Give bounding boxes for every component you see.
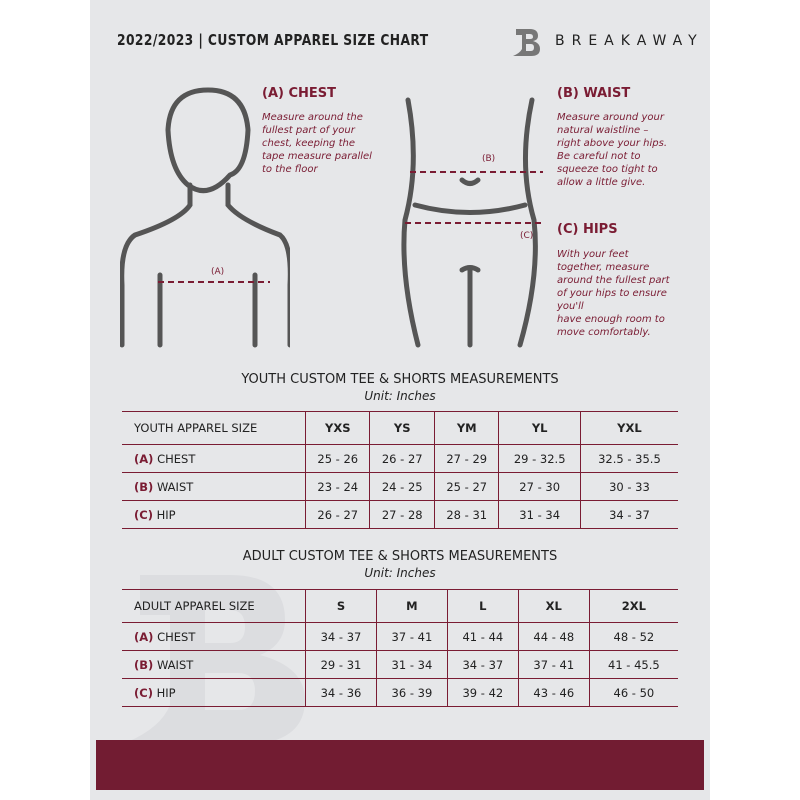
- table-cell: 27 - 29: [433, 444, 500, 473]
- waist-marker: (B): [482, 154, 496, 164]
- hips-instructions: With your feet together, measure around …: [557, 249, 670, 338]
- table-row: (A) CHEST 25 - 26 26 - 27 27 - 29 29 - 3…: [122, 444, 678, 473]
- table-cell: 24 - 25: [369, 472, 435, 501]
- youth-size-table: YOUTH APPAREL SIZE YXS YS YM YL YXL (A) …: [122, 411, 678, 529]
- header-cell: YXL: [579, 411, 678, 445]
- size-chart-page: 2022/2023 | CUSTOM APPAREL SIZE CHART BR…: [90, 0, 710, 800]
- chest-marker: (A): [211, 267, 225, 277]
- table-header-row: YOUTH APPAREL SIZE YXS YS YM YL YXL: [122, 411, 678, 445]
- table-cell: 41 - 45.5: [588, 650, 678, 679]
- hips-heading: (C) HIPS: [557, 222, 618, 237]
- header-cell: YXS: [304, 411, 371, 445]
- table-cell: 48 - 52: [588, 622, 678, 651]
- row-name: WAIST: [156, 479, 194, 494]
- table-cell: 39 - 42: [446, 678, 519, 707]
- table-cell: 31 - 34: [498, 500, 581, 529]
- table-row: (A) CHEST 34 - 37 37 - 41 41 - 44 44 - 4…: [122, 622, 678, 651]
- table-cell: 26 - 27: [304, 500, 371, 529]
- waist-instructions: Measure around your natural waistline – …: [557, 112, 668, 188]
- hips-marker: (C): [520, 231, 534, 241]
- table-cell: 34 - 37: [446, 650, 519, 679]
- table-cell: 44 - 48: [517, 622, 590, 651]
- row-code: (A): [134, 629, 154, 644]
- adult-table-title: ADULT CUSTOM TEE & SHORTS MEASUREMENTS: [242, 549, 558, 564]
- table-cell: 30 - 33: [579, 472, 678, 501]
- table-row: (C) HIP 26 - 27 27 - 28 28 - 31 31 - 34 …: [122, 500, 678, 529]
- table-cell: 34 - 37: [579, 500, 678, 529]
- header-cell: YS: [369, 411, 435, 445]
- waist-hips-figure: [401, 97, 543, 348]
- row-name: CHEST: [157, 451, 196, 466]
- chest-heading: (A) CHEST: [262, 86, 337, 101]
- footer-band: [96, 740, 704, 790]
- table-cell: 43 - 46: [517, 678, 590, 707]
- table-cell: 25 - 27: [433, 472, 500, 501]
- header-cell: YL: [498, 411, 581, 445]
- row-name: CHEST: [157, 629, 196, 644]
- row-name: WAIST: [156, 657, 194, 672]
- header-cell: YM: [433, 411, 500, 445]
- waist-heading: (B) WAIST: [557, 86, 631, 101]
- row-code: (A): [134, 451, 154, 466]
- brand-name: BREAKAWAY: [555, 33, 704, 49]
- row-label: (C) HIP: [122, 500, 306, 529]
- row-label: (B) WAIST: [122, 650, 306, 679]
- row-name: HIP: [156, 685, 176, 700]
- row-label: (A) CHEST: [122, 444, 306, 473]
- table-cell: 37 - 41: [375, 622, 448, 651]
- table-cell: 25 - 26: [304, 444, 371, 473]
- row-code: (B): [134, 657, 154, 672]
- table-cell: 37 - 41: [517, 650, 590, 679]
- table-cell: 28 - 31: [433, 500, 500, 529]
- adult-size-table: ADULT APPAREL SIZE S M L XL 2XL (A) CHES…: [122, 589, 678, 707]
- row-label: (C) HIP: [122, 678, 306, 707]
- row-code: (B): [134, 479, 154, 494]
- row-code: (C): [134, 507, 153, 522]
- youth-table-unit: Unit: Inches: [364, 389, 436, 403]
- table-cell: 31 - 34: [375, 650, 448, 679]
- table-cell: 41 - 44: [446, 622, 519, 651]
- table-cell: 27 - 30: [498, 472, 581, 501]
- header-cell: M: [375, 589, 448, 623]
- table-cell: 26 - 27: [369, 444, 435, 473]
- table-cell: 36 - 39: [375, 678, 448, 707]
- header-cell: S: [305, 589, 377, 623]
- header-cell: 2XL: [588, 589, 678, 623]
- chest-figure: [120, 87, 290, 348]
- table-header-row: ADULT APPAREL SIZE S M L XL 2XL: [122, 589, 678, 623]
- table-cell: 29 - 32.5: [498, 444, 581, 473]
- table-cell: 29 - 31: [305, 650, 377, 679]
- youth-table-title: YOUTH CUSTOM TEE & SHORTS MEASUREMENTS: [241, 372, 559, 387]
- header-cell: ADULT APPAREL SIZE: [122, 589, 306, 623]
- table-cell: 34 - 37: [305, 622, 377, 651]
- table-row: (C) HIP 34 - 36 36 - 39 39 - 42 43 - 46 …: [122, 678, 678, 707]
- row-name: HIP: [156, 507, 176, 522]
- table-cell: 27 - 28: [369, 500, 435, 529]
- chest-instructions: Measure around the fullest part of your …: [262, 112, 372, 175]
- row-label: (A) CHEST: [122, 622, 306, 651]
- header-cell: XL: [517, 589, 590, 623]
- table-cell: 46 - 50: [588, 678, 678, 707]
- table-row: (B) WAIST 29 - 31 31 - 34 34 - 37 37 - 4…: [122, 650, 678, 679]
- breakaway-logo-icon: [513, 29, 540, 56]
- table-cell: 34 - 36: [305, 678, 377, 707]
- page-title: 2022/2023 | CUSTOM APPAREL SIZE CHART: [117, 31, 429, 49]
- header-cell: YOUTH APPAREL SIZE: [122, 411, 306, 445]
- row-label: (B) WAIST: [122, 472, 306, 501]
- header-cell: L: [446, 589, 519, 623]
- row-code: (C): [134, 685, 153, 700]
- adult-table-unit: Unit: Inches: [364, 566, 436, 580]
- table-cell: 32.5 - 35.5: [579, 444, 678, 473]
- table-cell: 23 - 24: [304, 472, 371, 501]
- table-row: (B) WAIST 23 - 24 24 - 25 25 - 27 27 - 3…: [122, 472, 678, 501]
